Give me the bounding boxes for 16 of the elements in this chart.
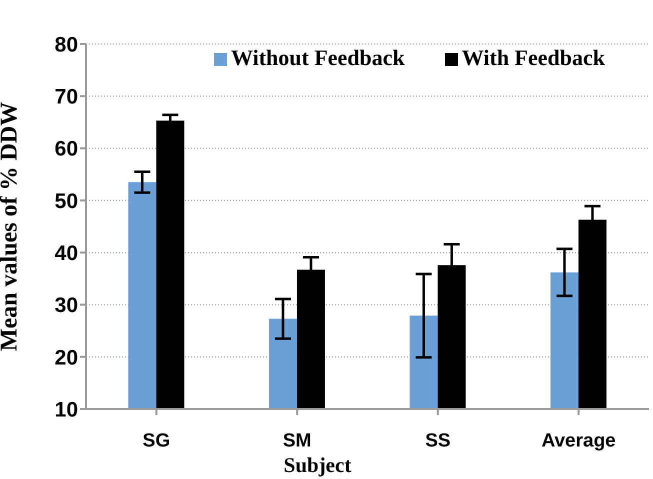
x-tick-label: SM — [282, 430, 312, 452]
x-axis-title: Subject — [284, 452, 352, 477]
y-tick-label: 80 — [54, 33, 78, 56]
x-tick-label: Average — [541, 430, 616, 452]
y-tick-label: 40 — [54, 242, 78, 266]
y-tick-label: 30 — [54, 294, 78, 318]
y-tick-label: 20 — [54, 346, 78, 370]
y-axis-title: Mean values of % DDW — [0, 102, 23, 352]
legend-label: With Feedback — [462, 45, 605, 70]
y-tick-label: 60 — [54, 138, 78, 161]
x-tick-label: SS — [425, 430, 451, 452]
y-tick-label: 70 — [54, 86, 78, 109]
legend-label: Without Feedback — [231, 45, 405, 70]
x-tick-label: SG — [142, 430, 170, 452]
y-tick-label: 50 — [54, 190, 78, 213]
y-tick-label: 10 — [54, 398, 78, 422]
